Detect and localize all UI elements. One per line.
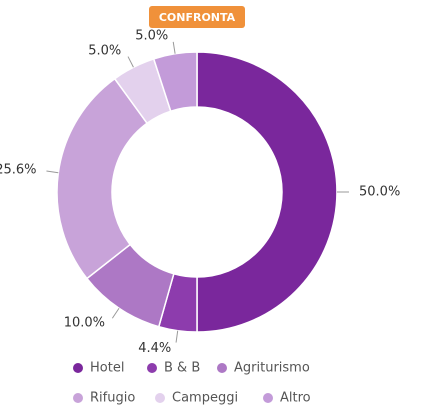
legend-swatch: [147, 363, 157, 373]
legend-label: Campeggi: [172, 391, 238, 406]
legend-swatch: [155, 393, 165, 403]
legend-swatch: [263, 393, 273, 403]
value-label: 50.0%: [359, 185, 400, 200]
value-label: 4.4%: [138, 341, 171, 356]
donut-slice: [196, 51, 338, 333]
legend-swatch: [73, 363, 83, 373]
leader-line: [175, 330, 179, 343]
leader-line: [172, 41, 176, 54]
donut-slice: [152, 51, 198, 113]
donut-slice: [56, 77, 149, 280]
value-label: 25.6%: [0, 163, 37, 178]
legend-swatch: [73, 393, 83, 403]
legend-label: Rifugio: [90, 391, 135, 406]
compare-button[interactable]: CONFRONTA: [149, 6, 245, 28]
leader-line: [127, 56, 134, 68]
legend-label: Altro: [280, 391, 311, 406]
leader-line: [111, 308, 120, 319]
legend-label: Hotel: [90, 361, 124, 376]
leader-line: [46, 170, 59, 174]
value-label: 5.0%: [88, 44, 121, 59]
value-label: 5.0%: [135, 28, 168, 43]
legend-label: B & B: [164, 361, 200, 376]
legend-label: Agriturismo: [234, 361, 310, 376]
legend-swatch: [217, 363, 227, 373]
value-label: 10.0%: [64, 316, 105, 331]
